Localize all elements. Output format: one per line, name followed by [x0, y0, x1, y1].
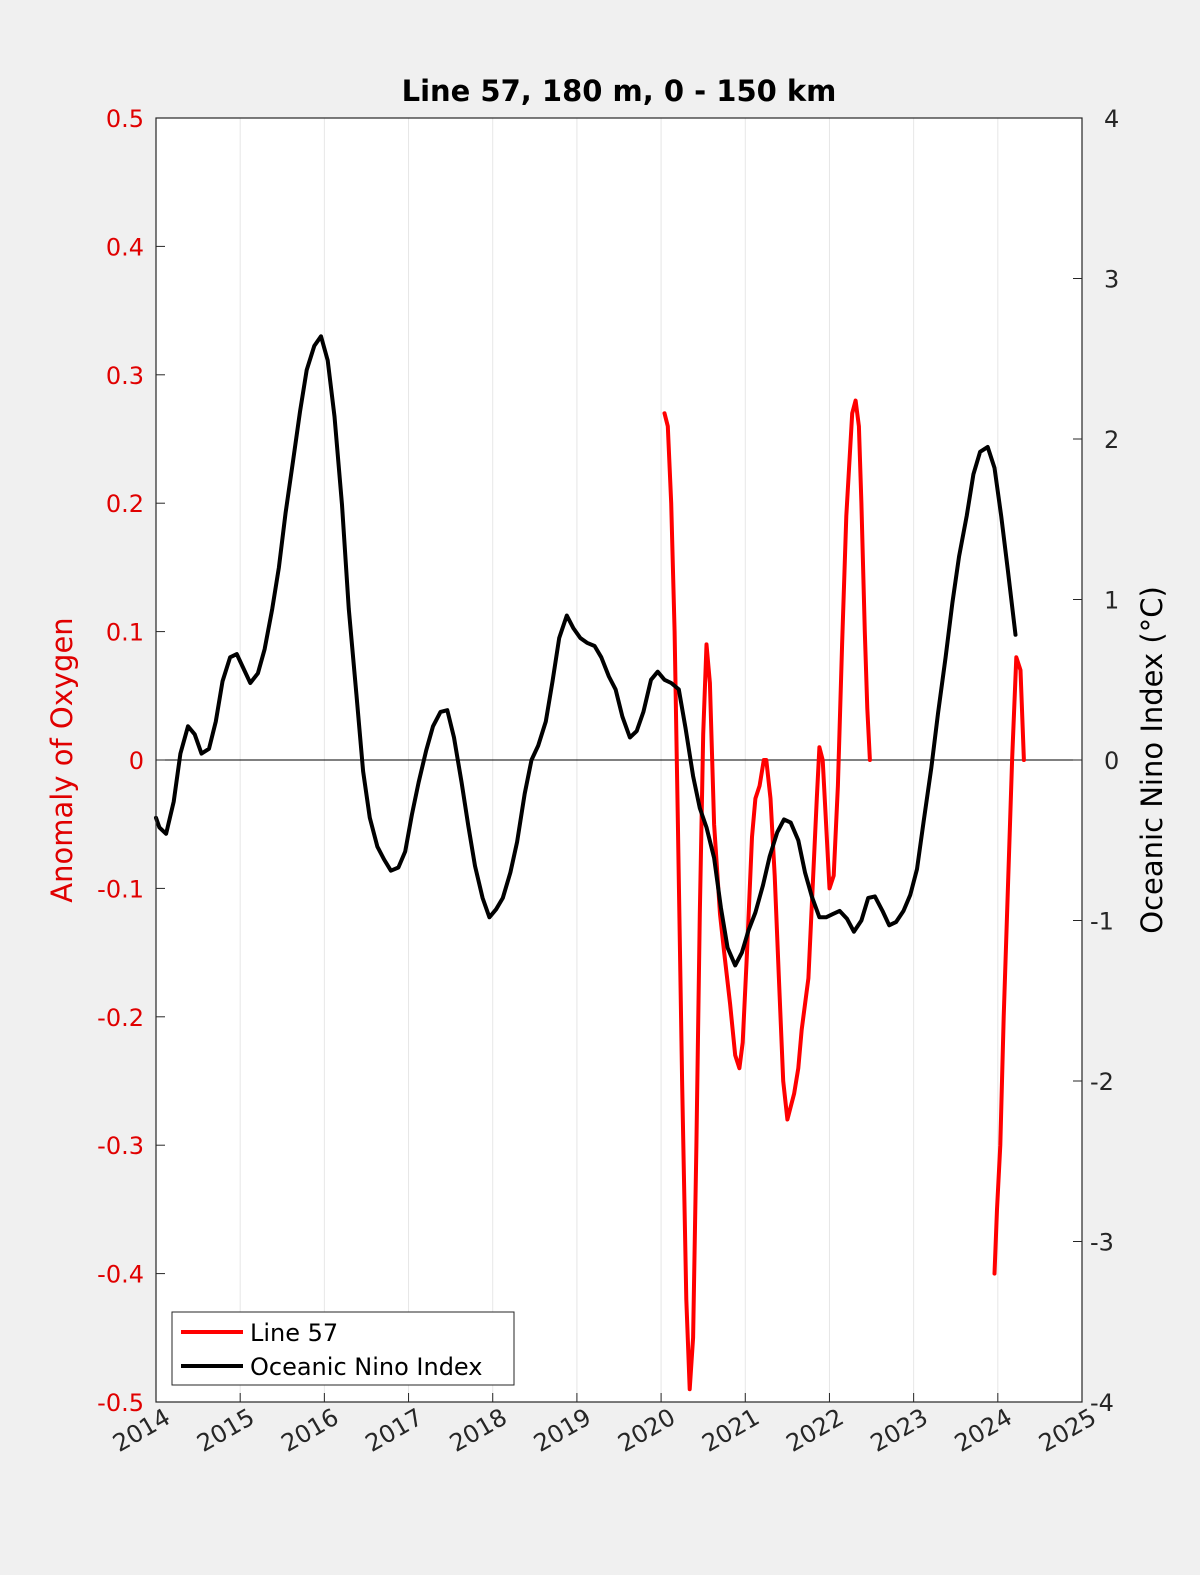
- y-left-tick-label: 0.4: [106, 233, 144, 261]
- left-axis-ticks: -0.5 -0.4 -0.3 -0.2 -0.1 0 0.1 0.2 0.3 0.4 0.5: [97, 105, 165, 1417]
- legend: Line 57 Oceanic Nino Index: [171, 1311, 515, 1386]
- y-right-tick-label: 3: [1104, 266, 1119, 294]
- y-right-tick-label: -4: [1090, 1389, 1114, 1417]
- y-left-tick-label: -0.5: [97, 1389, 144, 1417]
- oni-series-line: [154, 334, 1018, 968]
- y-left-tick-label: 0: [129, 747, 144, 775]
- y-right-tick-label: 4: [1104, 105, 1119, 133]
- y-axis-label-right: Oceanic Nino Index (°C): [1135, 586, 1169, 934]
- y-left-tick-label: -0.1: [97, 875, 144, 903]
- y-left-tick-label: -0.4: [97, 1261, 144, 1289]
- y-right-tick-label: 0: [1104, 747, 1119, 775]
- legend-box: [171, 1311, 515, 1386]
- chart-title: Line 57, 180 m, 0 - 150 km: [402, 74, 837, 108]
- legend-label-line57: Line 57: [250, 1319, 338, 1347]
- y-right-tick-label: 2: [1104, 426, 1119, 454]
- y-left-tick-label: -0.3: [97, 1132, 144, 1160]
- legend-label-oni: Oceanic Nino Index: [250, 1353, 482, 1381]
- y-left-tick-label: 0.2: [106, 490, 144, 518]
- y-left-tick-label: 0.3: [106, 362, 144, 390]
- line57-series-segment: [992, 655, 1026, 1276]
- line57-series-segment: [662, 398, 872, 1392]
- y-left-tick-label: 0.1: [106, 619, 144, 647]
- y-right-tick-label: 1: [1104, 587, 1119, 615]
- y-right-tick-label: -3: [1090, 1229, 1114, 1257]
- y-left-tick-label: 0.5: [106, 105, 144, 133]
- series-lines: [154, 334, 1026, 1392]
- y-left-tick-label: -0.2: [97, 1004, 144, 1032]
- y-right-tick-label: -1: [1090, 908, 1114, 936]
- y-right-tick-label: -2: [1090, 1068, 1114, 1096]
- y-axis-label-left: Anomaly of Oxygen: [45, 617, 79, 902]
- right-axis-ticks: -4 -3 -2 -1 0 1 2 3 4: [1073, 105, 1119, 1417]
